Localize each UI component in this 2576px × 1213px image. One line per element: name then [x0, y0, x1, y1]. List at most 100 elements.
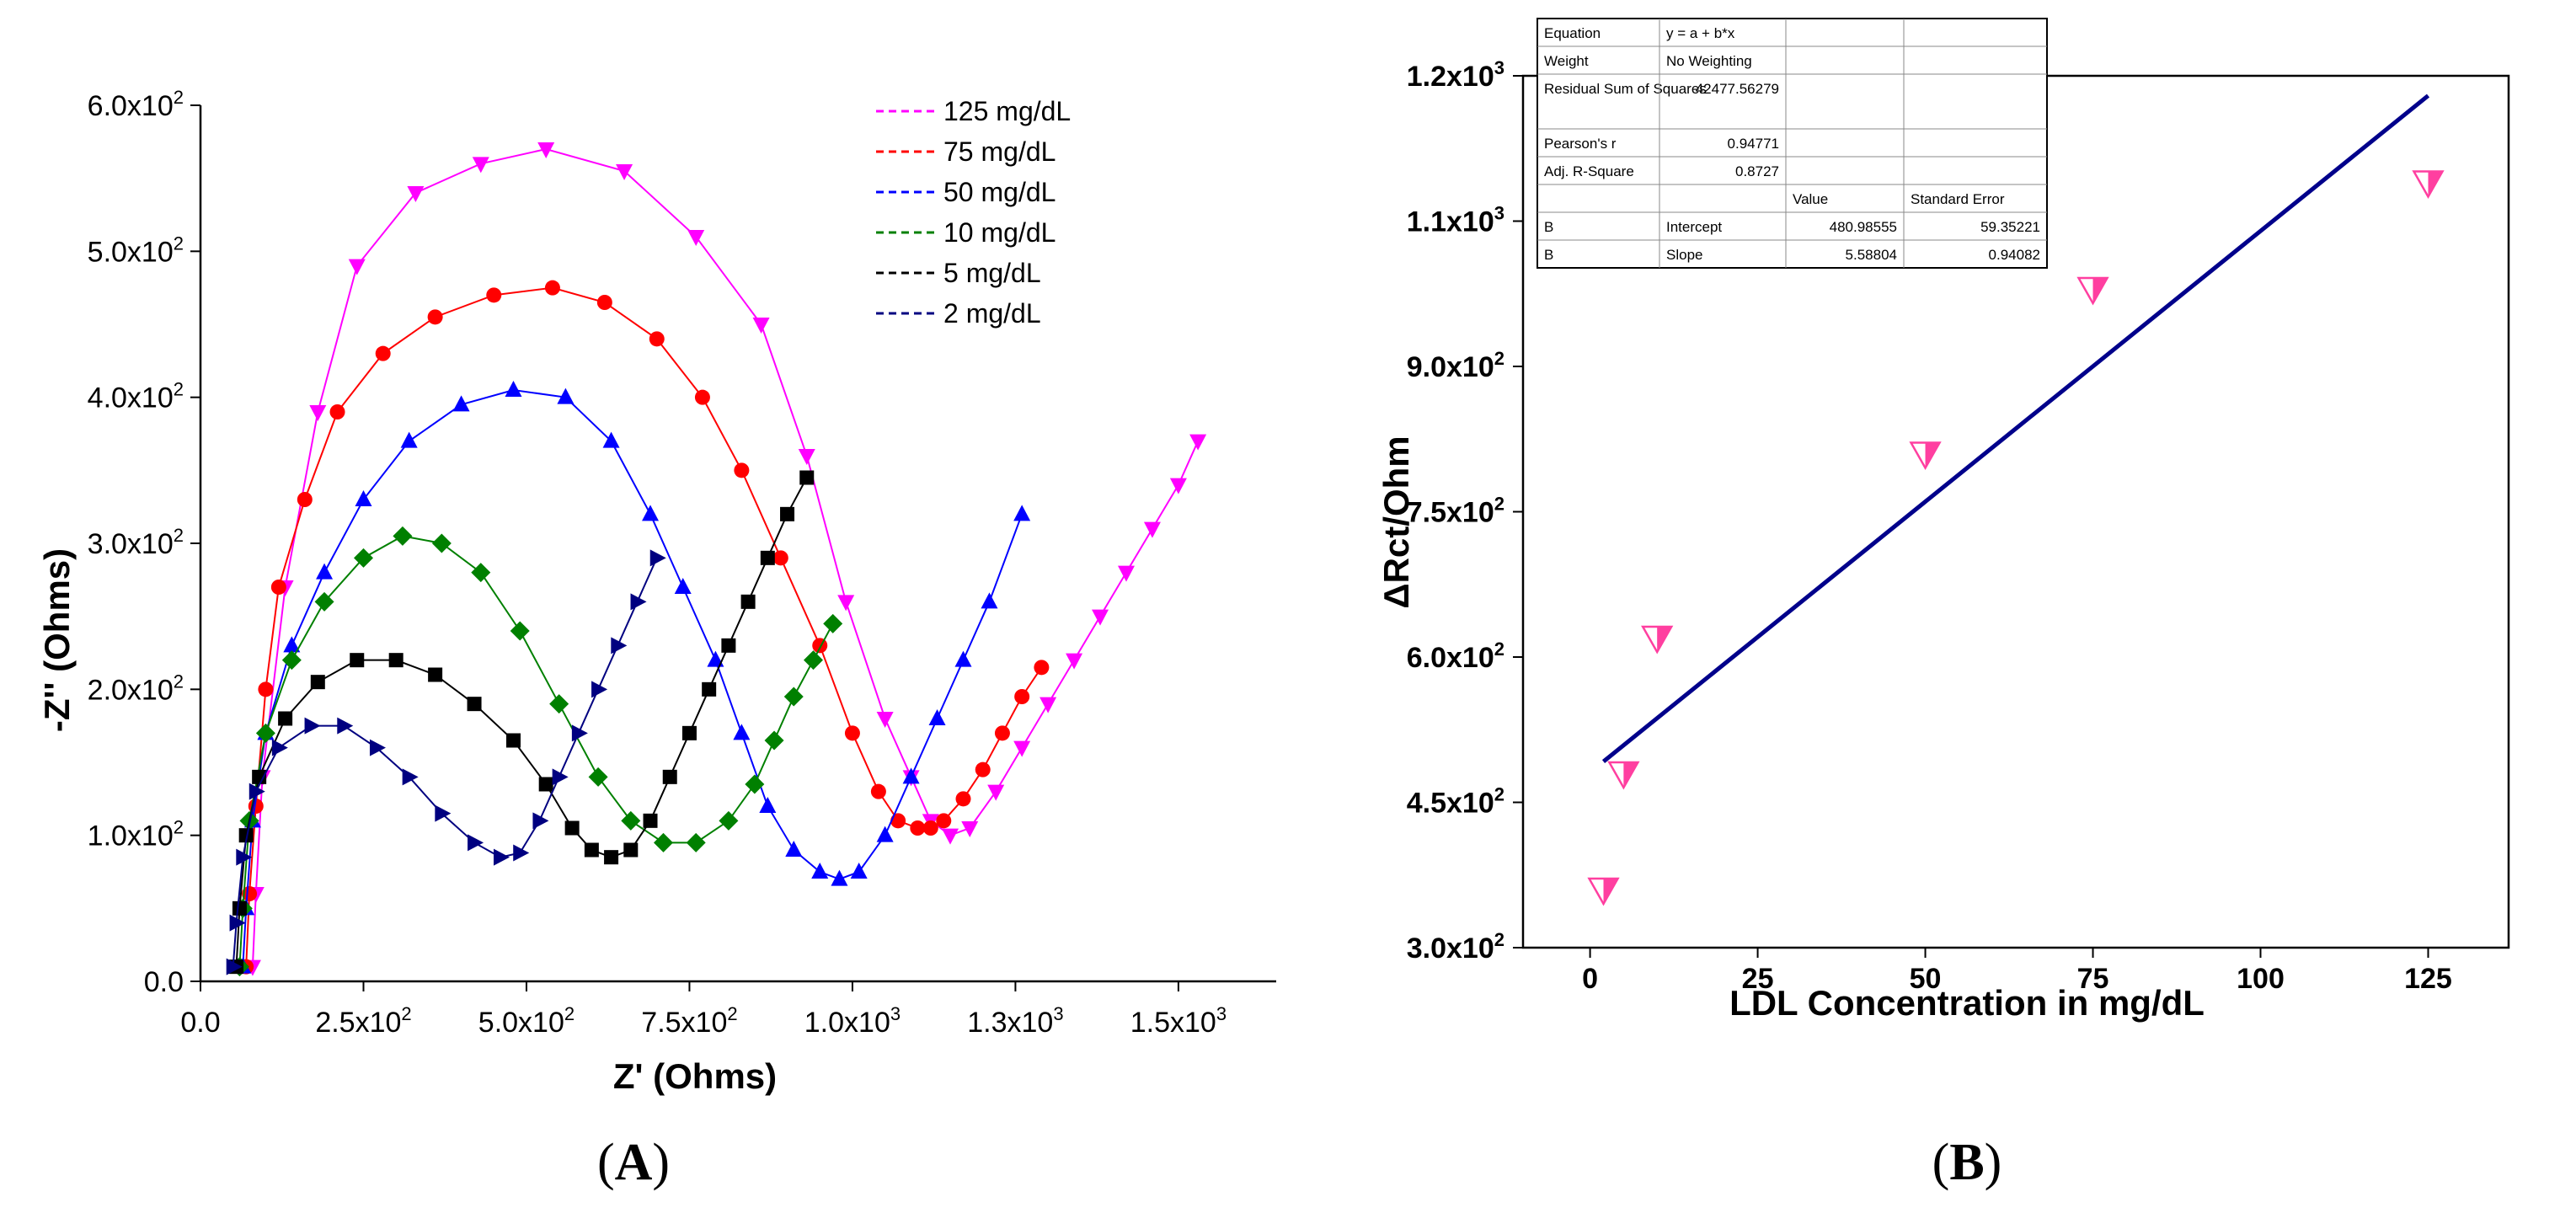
stats-cell: B: [1544, 219, 1553, 235]
nyquist-plot: 0.0 2.5x102 5.0x102 7.5x102 1.0x103 1.3x103 1.…: [37, 87, 1276, 1096]
data-point: [687, 230, 705, 246]
nyquist-x-tick-label-exp: 2: [401, 1003, 411, 1024]
data-point: [759, 797, 777, 813]
stats-cell: 42477.56279: [1696, 81, 1779, 97]
stats-cell: Pearson's r: [1544, 136, 1617, 152]
data-point: [1039, 697, 1057, 713]
nyquist-x-tick-label-base: 5.0x10: [478, 1007, 564, 1039]
series-5-mg-dl: [229, 470, 815, 975]
calibration-y-tick-label: 1.1x103: [1407, 203, 1504, 238]
calibration-y-tick-label: 4.5x102: [1407, 784, 1504, 820]
data-point: [588, 767, 608, 787]
data-point: [734, 462, 750, 478]
data-point: [1034, 660, 1050, 676]
calibration-point-fill: [1603, 879, 1618, 904]
calibration-y-tick-label-base: 4.5x10: [1407, 788, 1494, 820]
data-point: [721, 638, 736, 653]
data-point: [602, 431, 620, 448]
data-point: [694, 389, 710, 405]
stats-cell: Residual Sum of Squares: [1544, 81, 1707, 97]
data-point: [681, 725, 697, 740]
data-point: [994, 725, 1010, 741]
calibration-point: [1587, 877, 1620, 906]
nyquist-x-tick-label: 5.0x102: [478, 1003, 575, 1039]
nyquist-y-tick-label-base: 1.0x10: [88, 820, 174, 852]
calibration-point-fill: [1925, 442, 1940, 468]
data-point: [297, 492, 313, 507]
data-point: [804, 650, 824, 671]
data-point: [812, 638, 828, 654]
calibration-point-fill: [1623, 762, 1638, 788]
nyquist-x-tick-label-exp: 3: [890, 1003, 901, 1024]
calibration-y-tick-label-exp: 2: [1494, 639, 1504, 660]
data-point: [238, 828, 254, 843]
data-point: [226, 958, 243, 975]
data-point: [954, 650, 972, 667]
calibration-x-tick-label: 25: [1742, 963, 1774, 995]
calibration-y-tick-label-base: 1.2x10: [1407, 61, 1494, 93]
data-point: [304, 717, 321, 735]
data-point: [596, 295, 612, 310]
nyquist-y-tick-label-base: 4.0x10: [88, 382, 174, 414]
series-line: [251, 147, 1200, 967]
nyquist-x-tick-label-base: 1.5x10: [1130, 1007, 1216, 1039]
series-line: [245, 286, 1043, 967]
data-point: [975, 761, 991, 777]
data-point: [393, 526, 413, 546]
calibration-point: [2076, 276, 2109, 306]
data-point: [435, 804, 452, 822]
legend-label: 125 mg/dL: [943, 96, 1071, 126]
data-point: [760, 550, 775, 565]
data-point: [674, 578, 692, 594]
data-point: [1143, 521, 1161, 538]
nyquist-x-tick-label: 1.5x103: [1130, 1003, 1227, 1039]
data-point: [471, 563, 491, 583]
series-line: [238, 535, 834, 967]
calibration-x-tick-label-base: 25: [1742, 963, 1774, 995]
data-point: [823, 613, 843, 633]
data-point: [249, 783, 265, 800]
series-2-mg-dl: [226, 549, 666, 975]
calibration-point-fill: [2428, 171, 2443, 197]
data-point: [837, 595, 855, 612]
data-point: [719, 810, 739, 831]
series-line: [235, 477, 808, 967]
data-point: [649, 331, 665, 347]
data-point: [348, 259, 366, 275]
data-point: [270, 580, 286, 595]
data-point: [329, 404, 345, 419]
calibration-tick-labels: 0 25 50 75 100 1253.0x1024.5x1026.0x1027.5x10…: [1407, 57, 2452, 995]
data-point: [337, 717, 354, 735]
data-point: [258, 681, 274, 697]
nyquist-x-tick-label: 1.3x103: [967, 1003, 1063, 1039]
nyquist-y-tick-label: 5.0x102: [88, 232, 184, 268]
data-point: [604, 850, 619, 865]
legend-label: 2 mg/dL: [943, 298, 1041, 329]
data-point: [910, 820, 926, 836]
data-point: [427, 309, 443, 325]
calibration-x-tick-label-base: 75: [2077, 963, 2109, 995]
nyquist-y-tick-label-exp: 2: [174, 525, 184, 546]
data-point: [764, 730, 784, 751]
data-point: [649, 549, 666, 567]
calibration-point: [1909, 441, 1942, 471]
calibration-y-tick-label-exp: 3: [1494, 57, 1504, 78]
data-point: [355, 490, 372, 506]
data-point: [643, 813, 658, 828]
stats-cell: 480.98555: [1830, 219, 1897, 235]
data-point: [707, 650, 724, 667]
data-point: [232, 900, 247, 916]
stats-cell: Weight: [1544, 53, 1589, 69]
data-point: [961, 821, 979, 837]
data-point: [513, 844, 530, 862]
data-point: [623, 842, 639, 858]
data-point: [310, 675, 325, 690]
data-point: [271, 739, 288, 756]
data-point: [811, 863, 829, 879]
legend-label: 50 mg/dL: [943, 177, 1056, 207]
data-point: [468, 834, 484, 852]
data-point: [532, 812, 549, 830]
calibration-x-tick-label-base: 0: [1582, 963, 1598, 995]
data-point: [1189, 434, 1207, 451]
nyquist-x-label: Z' (Ohms): [613, 1056, 777, 1096]
